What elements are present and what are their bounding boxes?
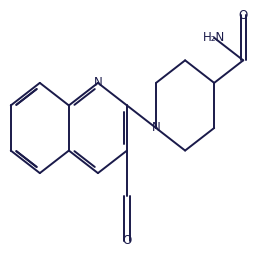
Text: H₂N: H₂N (203, 31, 225, 44)
Text: N: N (93, 76, 102, 89)
Text: N: N (152, 122, 161, 134)
Text: O: O (122, 234, 132, 247)
Text: O: O (239, 9, 248, 22)
